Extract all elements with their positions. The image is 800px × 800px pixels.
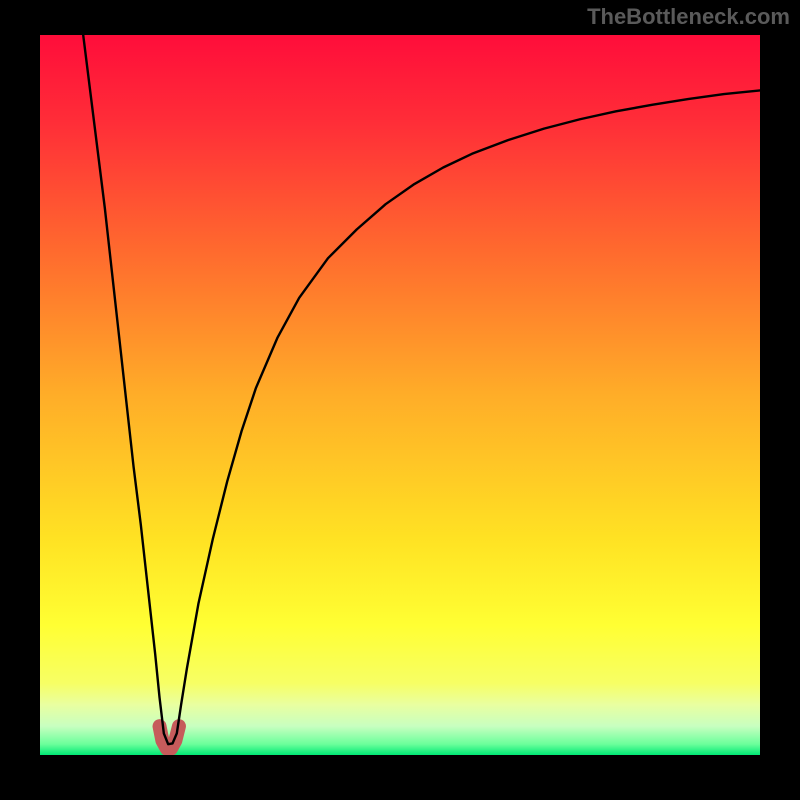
plot-background <box>40 35 760 755</box>
bottleneck-chart <box>0 0 800 800</box>
chart-container: TheBottleneck.com <box>0 0 800 800</box>
